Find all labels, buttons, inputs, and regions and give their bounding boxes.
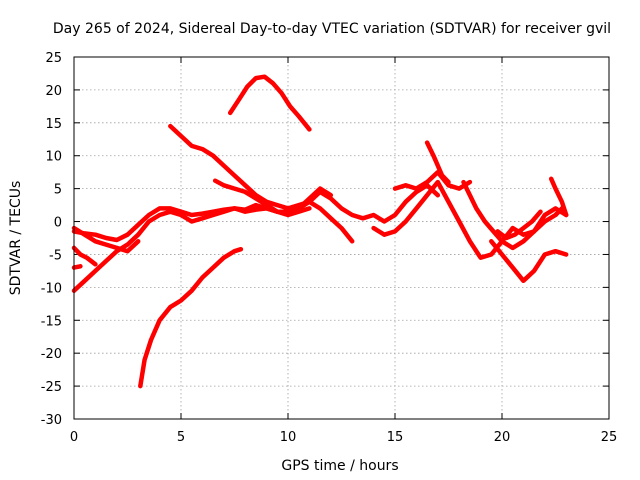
series-arc-5 [71, 186, 334, 293]
y-tick-label: 20 [45, 84, 62, 99]
series-arc-8 [212, 178, 312, 218]
y-tick-label: -30 [41, 413, 62, 428]
chart-title: Day 265 of 2024, Sidereal Day-to-day VTE… [53, 21, 611, 37]
series-arc-6 [138, 246, 244, 389]
data-series [71, 74, 569, 389]
series-arc-9 [227, 74, 312, 132]
y-axis-label: SDTVAR / TECUs [8, 181, 24, 296]
x-axis-label: GPS time / hours [281, 458, 398, 474]
series-arc-14 [548, 176, 569, 218]
y-tick-label: 10 [45, 150, 62, 165]
x-tick-label: 20 [494, 430, 511, 445]
x-tick-label: 0 [70, 430, 78, 445]
y-tick-label: 0 [54, 216, 62, 231]
x-tick-label: 10 [280, 430, 297, 445]
plot-frame [73, 56, 610, 420]
series-arc-4 [71, 264, 83, 270]
y-tick-label: -20 [41, 347, 62, 362]
y-tick-labels: -30 -25 -20 -15 -10 -5 0 5 10 15 20 25 [41, 51, 62, 428]
y-tick-label: 25 [45, 51, 62, 66]
y-tick-label: 15 [45, 117, 62, 132]
x-tick-label: 15 [387, 430, 404, 445]
x-tick-label: 25 [601, 430, 618, 445]
series-arc-2 [71, 225, 141, 254]
series-arc-7 [168, 123, 355, 244]
x-tick-label: 5 [177, 430, 185, 445]
y-tick-label: -10 [41, 281, 62, 296]
series-arc-3 [71, 245, 98, 267]
series-arc-11 [392, 169, 473, 191]
y-tick-label: 5 [54, 183, 62, 198]
grid [74, 57, 609, 419]
series-arc-1 [71, 183, 441, 243]
y-tick-label: -15 [41, 314, 62, 329]
series-arc-16 [495, 209, 543, 241]
y-tick-label: -25 [41, 380, 62, 395]
y-tick-label: -5 [49, 248, 62, 263]
series-arc-15 [489, 239, 569, 284]
series-arc-13 [461, 179, 565, 251]
x-tick-labels: 0 5 10 15 20 25 [70, 430, 617, 445]
series-arc-12 [424, 140, 451, 185]
